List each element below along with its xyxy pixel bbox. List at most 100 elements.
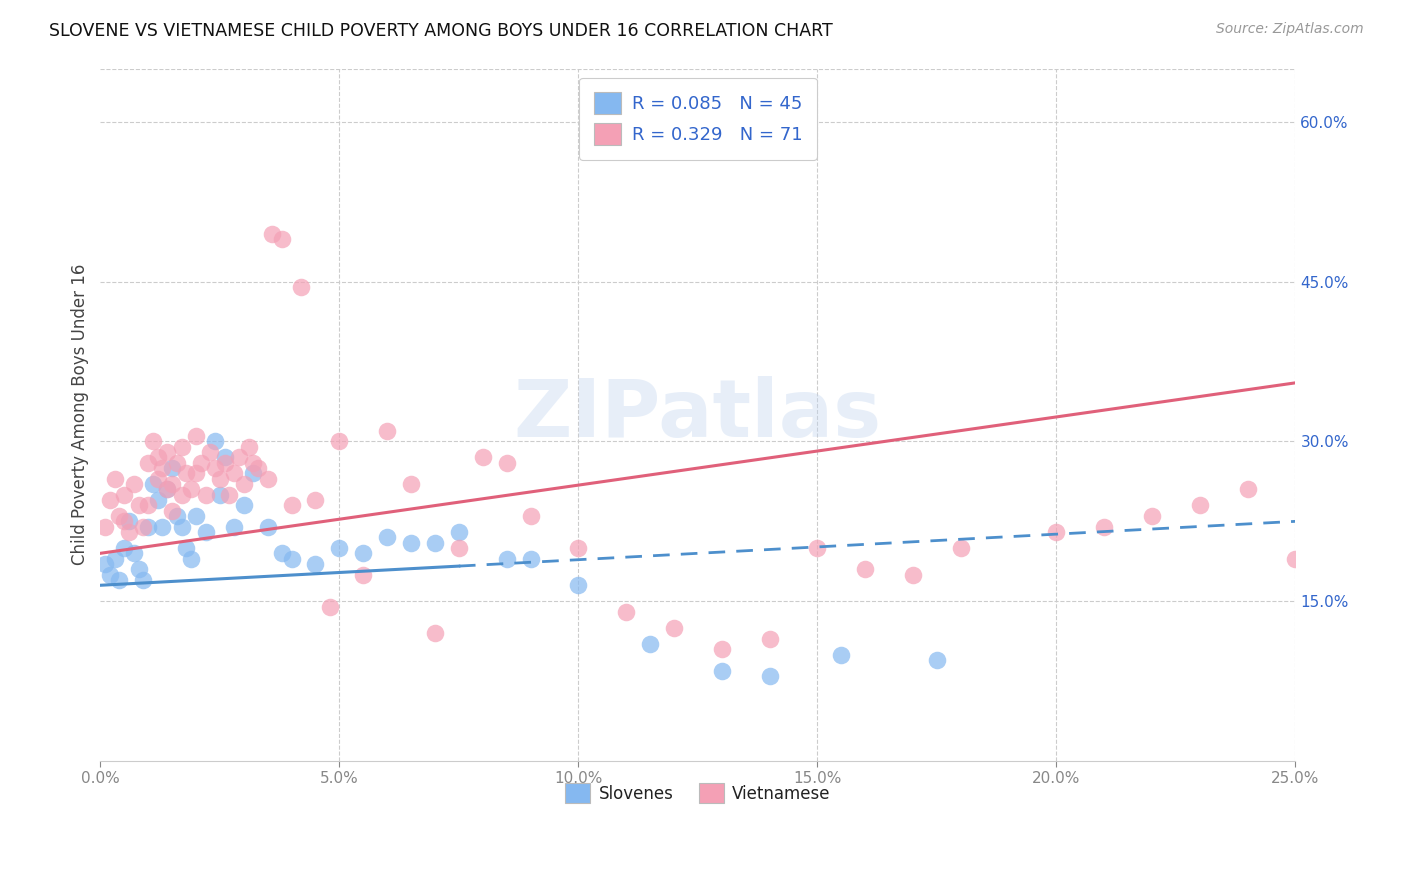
Point: [136, 456, 159, 470]
Point: [194, 488, 217, 502]
Point: [170, 488, 193, 502]
Point: [247, 461, 270, 475]
Point: [1188, 499, 1211, 513]
Point: [156, 483, 179, 497]
Legend: Slovenes, Vietnamese: Slovenes, Vietnamese: [554, 772, 842, 815]
Point: [94, 519, 117, 533]
Point: [242, 456, 264, 470]
Point: [152, 461, 174, 475]
Point: [128, 562, 150, 576]
Point: [180, 551, 202, 566]
Point: [204, 434, 226, 449]
Point: [136, 499, 159, 513]
Point: [399, 477, 422, 491]
Point: [567, 541, 589, 555]
Point: [262, 227, 284, 241]
Point: [160, 461, 183, 475]
Text: SLOVENE VS VIETNAMESE CHILD POVERTY AMONG BOYS UNDER 16 CORRELATION CHART: SLOVENE VS VIETNAMESE CHILD POVERTY AMON…: [49, 22, 832, 40]
Point: [447, 524, 470, 539]
Point: [224, 519, 246, 533]
Point: [184, 467, 207, 481]
Point: [280, 499, 302, 513]
Point: [98, 493, 121, 508]
Point: [242, 467, 264, 481]
Point: [180, 483, 202, 497]
Point: [567, 578, 589, 592]
Point: [118, 514, 141, 528]
Point: [447, 541, 470, 555]
Point: [118, 524, 141, 539]
Point: [304, 557, 326, 571]
Point: [190, 456, 212, 470]
Point: [166, 508, 188, 523]
Point: [122, 546, 145, 560]
Point: [170, 440, 193, 454]
Point: [1284, 551, 1306, 566]
Point: [256, 472, 278, 486]
Point: [495, 551, 517, 566]
Point: [170, 519, 193, 533]
Point: [146, 493, 169, 508]
Point: [176, 467, 198, 481]
Point: [423, 626, 446, 640]
Point: [830, 648, 852, 662]
Point: [271, 232, 294, 246]
Point: [156, 483, 179, 497]
Point: [146, 450, 169, 465]
Point: [224, 467, 246, 481]
Point: [256, 519, 278, 533]
Point: [758, 669, 780, 683]
Point: [806, 541, 828, 555]
Point: [132, 519, 155, 533]
Point: [146, 472, 169, 486]
Point: [352, 567, 374, 582]
Point: [519, 508, 541, 523]
Point: [136, 519, 159, 533]
Point: [375, 530, 398, 544]
Point: [104, 472, 127, 486]
Point: [662, 621, 685, 635]
Point: [271, 546, 294, 560]
Point: [375, 424, 398, 438]
Point: [1140, 508, 1163, 523]
Point: [399, 535, 422, 549]
Point: [156, 445, 179, 459]
Point: [1092, 519, 1115, 533]
Point: [495, 456, 517, 470]
Point: [238, 440, 260, 454]
Point: [152, 519, 174, 533]
Point: [304, 493, 326, 508]
Point: [423, 535, 446, 549]
Point: [194, 524, 217, 539]
Point: [176, 541, 198, 555]
Point: [901, 567, 924, 582]
Text: ZIPatlas: ZIPatlas: [513, 376, 882, 454]
Point: [160, 477, 183, 491]
Point: [98, 567, 121, 582]
Point: [853, 562, 876, 576]
Point: [232, 499, 254, 513]
Point: [128, 499, 150, 513]
Point: [519, 551, 541, 566]
Point: [614, 605, 637, 619]
Point: [710, 664, 733, 678]
Point: [94, 557, 117, 571]
Y-axis label: Child Poverty Among Boys Under 16: Child Poverty Among Boys Under 16: [72, 264, 89, 566]
Point: [352, 546, 374, 560]
Point: [108, 508, 131, 523]
Point: [208, 472, 231, 486]
Point: [925, 653, 948, 667]
Point: [166, 456, 188, 470]
Point: [132, 573, 155, 587]
Point: [200, 445, 222, 459]
Point: [1236, 483, 1258, 497]
Point: [184, 508, 207, 523]
Point: [142, 434, 165, 449]
Point: [232, 477, 254, 491]
Point: [319, 599, 342, 614]
Text: Source: ZipAtlas.com: Source: ZipAtlas.com: [1216, 22, 1364, 37]
Point: [290, 280, 312, 294]
Point: [218, 488, 240, 502]
Point: [112, 488, 135, 502]
Point: [184, 429, 207, 443]
